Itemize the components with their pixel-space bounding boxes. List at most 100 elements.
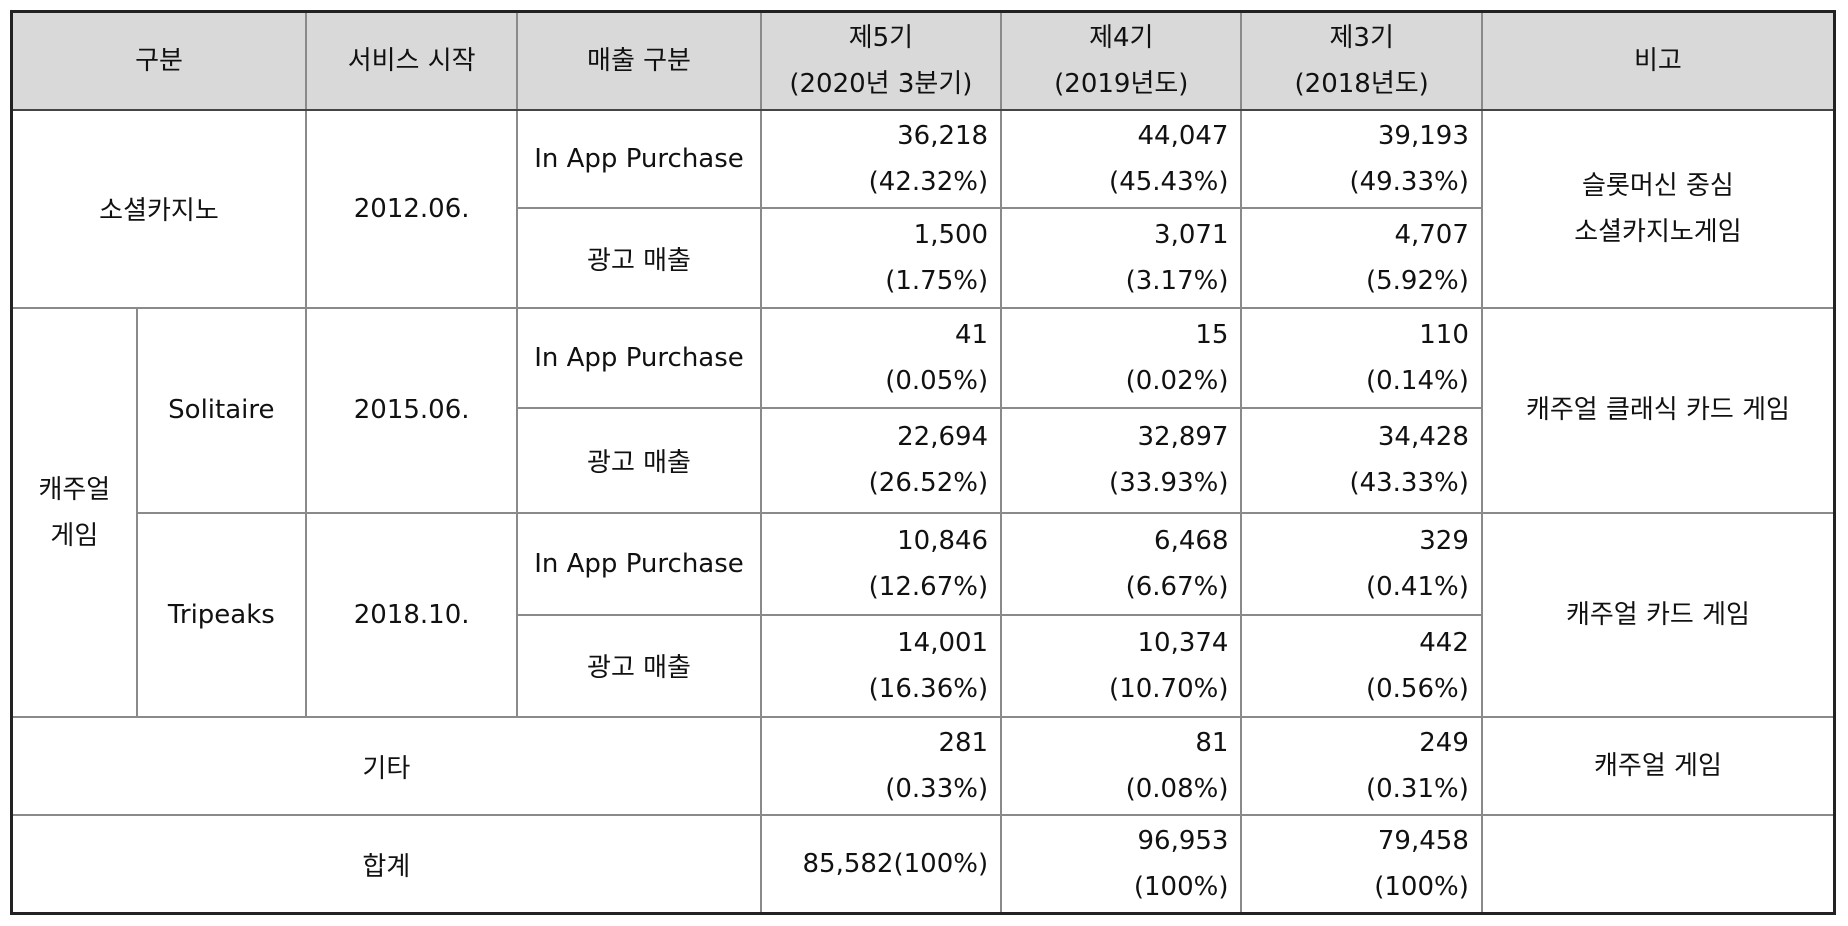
value: 81 <box>1195 728 1229 759</box>
revenue-type-iap: In App Purchase <box>516 307 762 410</box>
value-cell: 329 (0.41%) <box>1240 511 1483 616</box>
value: 3,071 <box>1154 220 1229 251</box>
value-cell: 96,953 (100%) <box>1000 814 1243 915</box>
percent: (42.32%) <box>868 166 989 197</box>
percent: (0.41%) <box>1365 571 1469 602</box>
service-start-tripeaks: 2018.10. <box>304 511 519 719</box>
category-total: 합계 <box>10 814 762 915</box>
percent: (0.33%) <box>885 774 989 805</box>
percent: (100%) <box>1374 872 1469 903</box>
value-cell: 281 (0.33%) <box>759 715 1003 817</box>
percent: (0.02%) <box>1125 366 1229 397</box>
percent: (6.67%) <box>1125 571 1229 602</box>
table-row: 광고 매출 14,001 (16.36%) 10,374 (10.70%) 442 (… <box>12 613 1835 719</box>
revenue-type-iap: In App Purchase <box>516 511 762 616</box>
casual-game-line1: 캐주얼 <box>38 474 111 505</box>
value-cell: 10,846 (12.67%) <box>759 511 1003 616</box>
value-cell: 81 (0.08%) <box>1000 715 1243 817</box>
value: 4,707 <box>1394 220 1469 251</box>
header-period-4-line1: 제4기 <box>1089 22 1154 53</box>
value: 10,846 <box>897 525 989 556</box>
value-cell: 4,707 (5.92%) <box>1240 206 1483 310</box>
value-cell: 442 (0.56%) <box>1240 613 1483 719</box>
percent: (100%) <box>1133 872 1229 903</box>
value: 34,428 <box>1377 422 1469 453</box>
percent: (5.92%) <box>1365 266 1469 297</box>
value-cell: 41 (0.05%) <box>759 307 1003 410</box>
value-cell: 10,374 (10.70%) <box>1000 613 1243 719</box>
table-row: 광고 매출 1,500 (1.75%) 3,071 (3.17%) 4,707 (5.… <box>12 206 1835 310</box>
value: 442 <box>1419 627 1469 658</box>
total-row: 합계 85,582(100%) 96,953 (100%) 79,458 (100%… <box>10 814 1836 915</box>
value: 41 <box>955 320 989 351</box>
header-remarks: 비고 <box>1480 10 1836 111</box>
header-period-5-line1: 제5기 <box>848 22 914 53</box>
revenue-table: 구분 서비스 시작 매출 구분 제5기 (2020년 3분기) 제4기 (201… <box>10 10 1836 915</box>
value: 281 <box>938 728 989 759</box>
header-service-start: 서비스 시작 <box>304 10 519 111</box>
value-cell: 110 (0.14%) <box>1240 307 1483 410</box>
revenue-type-ad: 광고 매출 <box>516 206 762 310</box>
remarks-solitaire: 캐주얼 클래식 카드 게임 <box>1480 307 1836 514</box>
value-cell: 34,428 (43.33%) <box>1240 407 1483 514</box>
percent: (33.93%) <box>1109 468 1229 499</box>
value: 6,468 <box>1154 525 1229 556</box>
header-period-4-line2: (2019년도) <box>1054 68 1189 99</box>
header-period-3-line1: 제3기 <box>1329 22 1394 53</box>
service-start-solitaire: 2015.06. <box>304 307 519 514</box>
percent: (0.05%) <box>885 366 989 397</box>
percent: (0.31%) <box>1365 774 1469 805</box>
category-social-casino: 소셜카지노 <box>10 108 307 310</box>
value-cell: 249 (0.31%) <box>1240 715 1483 817</box>
game-solitaire: Solitaire <box>135 307 307 514</box>
value-cell: 3,071 (3.17%) <box>1000 206 1243 310</box>
header-period-5: 제5기 (2020년 3분기) <box>759 10 1003 111</box>
game-tripeaks: Tripeaks <box>135 511 307 719</box>
value-cell: 44,047 (45.43%) <box>1000 108 1243 209</box>
header-category: 구분 <box>10 10 307 111</box>
header-period-4: 제4기 (2019년도) <box>1000 10 1243 111</box>
category-other: 기타 <box>10 715 762 817</box>
value-cell: 14,001 (16.36%) <box>759 613 1003 719</box>
table-row: Tripeaks 2018.10. In App Purchase 10,846… <box>12 511 1836 719</box>
percent: (3.17%) <box>1125 266 1229 297</box>
value: 32,897 <box>1137 422 1229 453</box>
percent: (0.14%) <box>1365 366 1469 397</box>
remarks-line2: 소셜카지노게임 <box>1574 216 1742 247</box>
value: 110 <box>1419 320 1469 351</box>
value-cell: 39,193 (49.33%) <box>1240 108 1483 209</box>
value: 249 <box>1419 728 1469 759</box>
percent: (43.33%) <box>1349 468 1469 499</box>
header-period-3: 제3기 (2018년도) <box>1240 10 1483 111</box>
percent: (1.75%) <box>885 266 989 297</box>
value-cell: 36,218 (42.32%) <box>759 108 1003 209</box>
value: 96,953 <box>1137 826 1229 857</box>
percent: (45.43%) <box>1109 166 1229 197</box>
total-period-5: 85,582(100%) <box>759 814 1003 915</box>
value: 14,001 <box>897 627 989 658</box>
revenue-type-iap: In App Purchase <box>516 108 762 209</box>
value: 1,500 <box>913 220 989 251</box>
header-period-3-line2: (2018년도) <box>1294 68 1429 99</box>
remarks-social-casino: 슬롯머신 중심 소셜카지노게임 <box>1480 108 1836 310</box>
value-cell: 6,468 (6.67%) <box>1000 511 1243 616</box>
header-row: 구분 서비스 시작 매출 구분 제5기 (2020년 3분기) 제4기 (201… <box>10 10 1836 111</box>
remarks-tripeaks: 캐주얼 카드 게임 <box>1480 511 1836 719</box>
percent: (0.08%) <box>1125 774 1229 805</box>
value-cell: 1,500 (1.75%) <box>759 206 1003 310</box>
revenue-type-ad: 광고 매출 <box>516 407 762 514</box>
value: 15 <box>1195 320 1229 351</box>
percent: (49.33%) <box>1349 166 1469 197</box>
casual-game-line2: 게임 <box>50 520 99 551</box>
percent: (12.67%) <box>868 571 989 602</box>
value: 79,458 <box>1377 826 1469 857</box>
revenue-type-ad: 광고 매출 <box>516 613 762 719</box>
table-row: 소셜카지노 2012.06. In App Purchase 36,218 (42… <box>10 108 1836 310</box>
value: 329 <box>1419 525 1469 556</box>
value-cell: 79,458 (100%) <box>1240 814 1483 915</box>
value-cell: 15 (0.02%) <box>1000 307 1243 410</box>
percent: (0.56%) <box>1365 673 1469 704</box>
percent: (26.52%) <box>868 468 989 499</box>
